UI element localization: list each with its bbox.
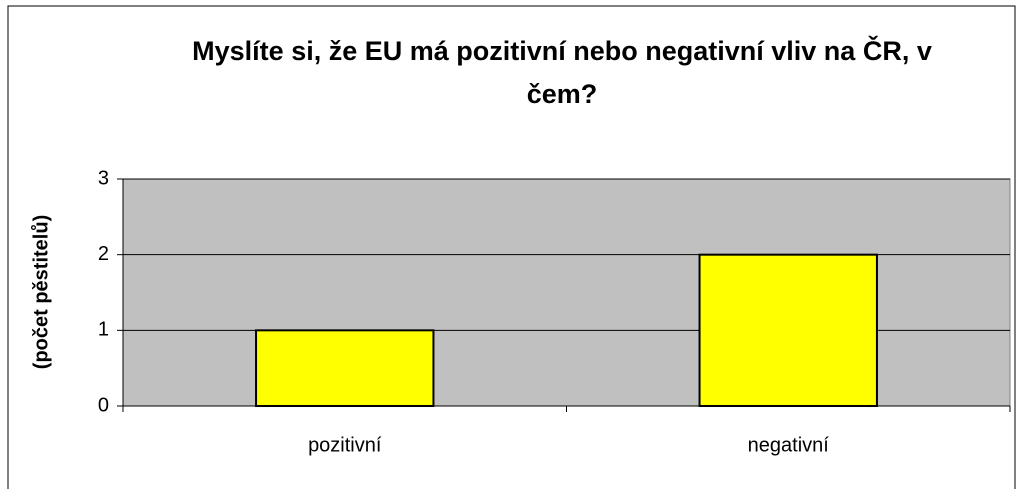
y-tick-label: 0 [98,394,109,416]
bar [698,253,878,407]
y-tick-label: 2 [98,243,109,265]
bar [255,329,435,408]
chart-title: Myslíte si, že EU má pozitivní nebo nega… [192,36,932,109]
y-tick-label: 3 [98,167,109,189]
x-tick-label: negativní [748,434,830,456]
y-tick-label: 1 [98,319,109,341]
x-tick-label: pozitivní [308,434,382,456]
y-axis-label: (počet pěstitelů) [30,215,52,369]
